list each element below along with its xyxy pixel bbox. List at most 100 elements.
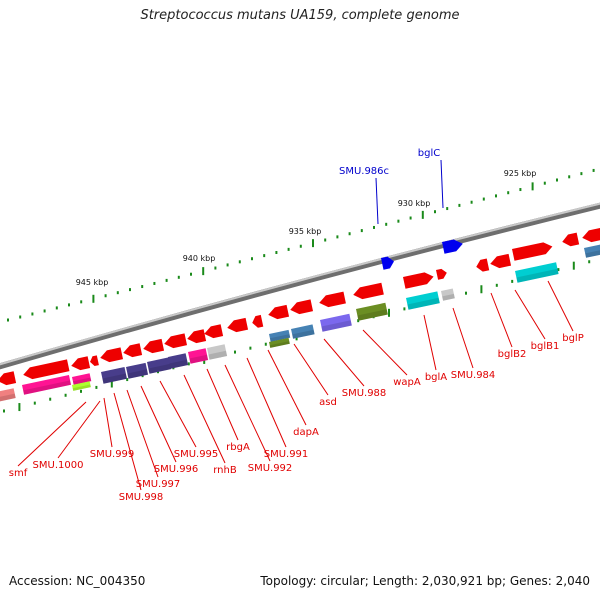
feature-bar-shape	[100, 367, 127, 384]
bottom-leader	[17, 401, 87, 467]
gene-arrow-shape	[353, 282, 384, 300]
gene-arrow	[90, 355, 99, 367]
gene-arrow	[252, 314, 264, 328]
feature-bar	[147, 357, 172, 374]
bottom-leader	[113, 392, 142, 491]
gene-arrow-shape	[268, 304, 290, 320]
gene-arrow-shape	[71, 356, 91, 371]
gene-arrow-shape	[187, 329, 207, 344]
gene-bglc-arrow-shape	[442, 239, 463, 254]
scale-label: 935 kbp	[289, 227, 322, 236]
feature-bar-shade	[23, 380, 72, 395]
feature-bar	[405, 291, 440, 310]
gene-arrow	[490, 253, 512, 269]
feature-bar-shade	[0, 393, 16, 402]
feature-bar-shade	[292, 329, 315, 339]
bottom-leader	[362, 329, 408, 376]
feature-bar	[291, 324, 315, 339]
label-leaders	[17, 159, 574, 491]
bottom-leader	[514, 289, 546, 340]
gene-arrow-shape	[90, 355, 99, 367]
accession-text: Accession: NC_004350	[9, 574, 146, 588]
gene-label-bottom: SMU.995	[174, 449, 219, 460]
gene-arrow-shape	[143, 338, 165, 354]
gene-arrow	[476, 258, 490, 272]
gene-labels: SMU.986c bglC smf SMU.1000 SMU.999 SMU.998 SMU…	[9, 148, 584, 503]
gene-label-bottom: bglA	[425, 372, 447, 383]
feature-bar-shape	[356, 302, 388, 321]
feature-bar	[269, 337, 290, 348]
feature-bar-shade	[169, 359, 189, 369]
scale-label: 940 kbp	[183, 254, 216, 263]
bottom-leader	[224, 364, 271, 462]
feature-bar-shade	[357, 309, 388, 321]
gene-arrow	[100, 347, 124, 363]
feature-bar-shape	[441, 288, 455, 301]
feature-bar	[100, 367, 127, 384]
feature-bar	[188, 348, 209, 364]
gene-label-bottom: smf	[9, 468, 28, 479]
gene-arrow	[319, 291, 346, 308]
feature-bar-shape	[515, 262, 559, 283]
gene-label-bottom: SMU.998	[119, 492, 164, 503]
feature-bar-shade	[72, 384, 91, 391]
gene-arrow	[403, 272, 434, 289]
gene-arrow	[512, 242, 553, 261]
top-leader	[375, 177, 379, 225]
gene-arrow	[582, 227, 600, 243]
gene-label-bottom: SMU.999	[90, 449, 135, 460]
gene-label-bottom: rnhB	[213, 465, 237, 476]
feature-bar	[584, 243, 600, 258]
gene-label-top: SMU.986c	[339, 166, 389, 177]
gene-arrow-shape	[562, 232, 580, 247]
gene-arrow	[0, 371, 17, 386]
gene-arrow-shape	[436, 268, 447, 280]
gene-label-bottom: bglP	[562, 333, 584, 344]
scale-label: 930 kbp	[398, 199, 431, 208]
feature-bar	[206, 344, 228, 360]
gene-arrow-shape	[204, 324, 224, 339]
feature-bar-shade	[72, 377, 92, 385]
gene-smu986c-arrow-shape	[381, 256, 394, 270]
backbone	[0, 202, 600, 370]
gene-label-bottom: SMU.997	[136, 479, 181, 490]
bottom-leader	[293, 343, 329, 396]
feature-bar-shape	[206, 344, 228, 360]
gene-label-bottom: SMU.991	[264, 449, 309, 460]
gene-arrow-shape	[290, 299, 314, 315]
gene-label-bottom: dapA	[293, 427, 319, 438]
feature-bar-shape	[125, 362, 149, 379]
feature-bar-shade	[442, 293, 455, 301]
feature-bar-shape	[22, 375, 72, 395]
feature-bar-shape	[167, 353, 189, 369]
gene-arrow	[143, 338, 165, 354]
bottom-leader	[547, 280, 574, 332]
map-title: Streptococcus mutans UA159, complete gen…	[140, 8, 460, 23]
feature-bar-shape	[320, 313, 352, 332]
gene-arrow	[290, 299, 314, 315]
bottom-leader	[126, 389, 159, 478]
gene-arrow-shape	[476, 258, 490, 272]
gene-arrow-shape	[490, 253, 512, 269]
gene-arrow-shape	[252, 314, 264, 328]
feature-bar	[22, 375, 72, 395]
feature-bar	[356, 302, 388, 321]
gene-arrow-shape	[0, 371, 17, 386]
feature-bar-shade	[102, 373, 127, 384]
gene-arrow	[268, 304, 290, 320]
feature-bar-shade	[585, 249, 600, 258]
gene-arrow	[123, 343, 143, 358]
scale-label: 925 kbp	[504, 169, 537, 178]
gene-arrow	[23, 359, 70, 380]
bottom-leader	[490, 292, 513, 348]
bottom-leader	[57, 400, 101, 459]
gene-arrow-shape	[227, 317, 249, 333]
bottom-leader	[183, 374, 226, 464]
bottom-leader	[323, 338, 365, 387]
gene-label-bottom: SMU.988	[342, 388, 387, 399]
feature-bar-shade	[127, 369, 149, 379]
bottom-leader	[103, 397, 113, 448]
gene-arrow-shape	[319, 291, 346, 308]
scale-label: 945 kbp	[76, 278, 109, 287]
